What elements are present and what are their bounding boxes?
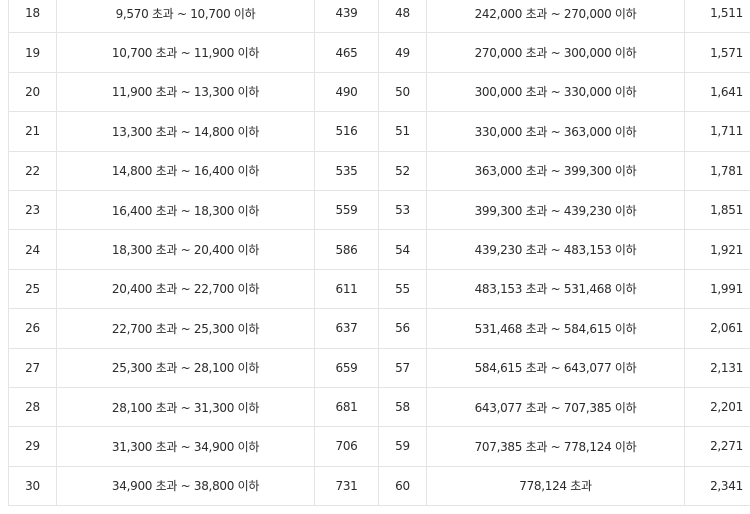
income-range-cell-right: 584,615 초과 ~ 643,077 이하: [426, 347, 685, 388]
table-row: 22 14,800 초과 ~ 16,400 이하 535 52 363,000 초과 ~…: [8, 150, 750, 191]
amount-cell-right: 2,201: [684, 386, 750, 428]
income-range-cell-right: 399,300 초과 ~ 439,230 이하: [426, 189, 685, 231]
grade-cell-left: 23: [8, 189, 57, 231]
grade-cell-right: 49: [378, 32, 427, 73]
table-row: 21 13,300 초과 ~ 14,800 이하 516 51 330,000 초과 ~…: [8, 111, 750, 152]
table-row: 26 22,700 초과 ~ 25,300 이하 637 56 531,468 초과 ~…: [8, 308, 750, 349]
income-range-cell-left: 9,570 초과 ~ 10,700 이하: [56, 0, 315, 34]
amount-cell-right: 1,781: [684, 150, 750, 191]
table-row: 19 10,700 초과 ~ 11,900 이하 465 49 270,000 초과 ~…: [8, 32, 750, 73]
income-range-cell-left: 28,100 초과 ~ 31,300 이하: [56, 386, 315, 428]
income-range-cell-left: 10,700 초과 ~ 11,900 이하: [56, 32, 315, 73]
grade-cell-right: 59: [378, 426, 427, 467]
grade-cell-right: 51: [378, 111, 427, 152]
income-range-cell-right: 778,124 초과: [426, 465, 685, 507]
table-row: 28 28,100 초과 ~ 31,300 이하 681 58 643,077 초과 ~…: [8, 386, 750, 428]
amount-cell-right: 1,921: [684, 229, 750, 270]
income-range-cell-right: 439,230 초과 ~ 483,153 이하: [426, 229, 685, 270]
grade-cell-left: 19: [8, 32, 57, 73]
amount-cell-left: 439: [314, 0, 379, 34]
table-body: 18 9,570 초과 ~ 10,700 이하 439 48 242,000 초과 ~ …: [8, 0, 750, 507]
income-range-cell-left: 20,400 초과 ~ 22,700 이하: [56, 268, 315, 310]
income-range-cell-right: 707,385 초과 ~ 778,124 이하: [426, 426, 685, 467]
grade-cell-right: 54: [378, 229, 427, 270]
income-range-cell-right: 270,000 초과 ~ 300,000 이하: [426, 32, 685, 73]
income-range-cell-right: 330,000 초과 ~ 363,000 이하: [426, 111, 685, 152]
amount-cell-left: 490: [314, 71, 379, 113]
income-range-cell-left: 11,900 초과 ~ 13,300 이하: [56, 71, 315, 113]
income-range-cell-right: 363,000 초과 ~ 399,300 이하: [426, 150, 685, 191]
amount-cell-left: 659: [314, 347, 379, 388]
table-row: 23 16,400 초과 ~ 18,300 이하 559 53 399,300 초과 ~…: [8, 189, 750, 231]
grade-cell-right: 58: [378, 386, 427, 428]
income-range-cell-right: 300,000 초과 ~ 330,000 이하: [426, 71, 685, 113]
table-row: 20 11,900 초과 ~ 13,300 이하 490 50 300,000 초과 ~…: [8, 71, 750, 113]
income-range-cell-left: 34,900 초과 ~ 38,800 이하: [56, 465, 315, 507]
amount-cell-right: 1,571: [684, 32, 750, 73]
amount-cell-right: 2,341: [684, 465, 750, 507]
amount-cell-left: 559: [314, 189, 379, 231]
grade-cell-right: 55: [378, 268, 427, 310]
income-range-cell-right: 643,077 초과 ~ 707,385 이하: [426, 386, 685, 428]
table-row: 24 18,300 초과 ~ 20,400 이하 586 54 439,230 초과 ~…: [8, 229, 750, 270]
income-range-cell-left: 22,700 초과 ~ 25,300 이하: [56, 308, 315, 349]
income-range-cell-left: 13,300 초과 ~ 14,800 이하: [56, 111, 315, 152]
amount-cell-right: 2,061: [684, 308, 750, 349]
income-range-cell-left: 25,300 초과 ~ 28,100 이하: [56, 347, 315, 388]
amount-cell-left: 681: [314, 386, 379, 428]
grade-cell-left: 24: [8, 229, 57, 270]
amount-cell-right: 1,641: [684, 71, 750, 113]
grade-cell-left: 26: [8, 308, 57, 349]
income-range-cell-left: 18,300 초과 ~ 20,400 이하: [56, 229, 315, 270]
amount-cell-left: 637: [314, 308, 379, 349]
amount-cell-left: 731: [314, 465, 379, 507]
amount-cell-left: 706: [314, 426, 379, 467]
amount-cell-left: 611: [314, 268, 379, 310]
amount-cell-left: 586: [314, 229, 379, 270]
table-row: 27 25,300 초과 ~ 28,100 이하 659 57 584,615 초과 ~…: [8, 347, 750, 388]
income-range-cell-left: 31,300 초과 ~ 34,900 이하: [56, 426, 315, 467]
grade-cell-left: 18: [8, 0, 57, 34]
grade-cell-right: 50: [378, 71, 427, 113]
grade-cell-right: 60: [378, 465, 427, 507]
grade-cell-right: 57: [378, 347, 427, 388]
amount-cell-right: 1,711: [684, 111, 750, 152]
amount-cell-left: 516: [314, 111, 379, 152]
grade-cell-left: 21: [8, 111, 57, 152]
income-range-cell-right: 242,000 초과 ~ 270,000 이하: [426, 0, 685, 34]
income-range-cell-left: 14,800 초과 ~ 16,400 이하: [56, 150, 315, 191]
amount-cell-right: 2,271: [684, 426, 750, 467]
amount-cell-right: 2,131: [684, 347, 750, 388]
grade-cell-left: 20: [8, 71, 57, 113]
table-row: 30 34,900 초과 ~ 38,800 이하 731 60 778,124 초과 2,…: [8, 465, 750, 507]
table-row: 25 20,400 초과 ~ 22,700 이하 611 55 483,153 초과 ~…: [8, 268, 750, 310]
grade-cell-right: 53: [378, 189, 427, 231]
income-range-cell-right: 531,468 초과 ~ 584,615 이하: [426, 308, 685, 349]
grade-cell-left: 25: [8, 268, 57, 310]
grade-cell-left: 22: [8, 150, 57, 191]
grade-cell-right: 56: [378, 308, 427, 349]
amount-cell-left: 465: [314, 32, 379, 73]
income-range-cell-right: 483,153 초과 ~ 531,468 이하: [426, 268, 685, 310]
grade-cell-left: 29: [8, 426, 57, 467]
amount-cell-left: 535: [314, 150, 379, 191]
grade-cell-left: 28: [8, 386, 57, 428]
amount-cell-right: 1,991: [684, 268, 750, 310]
grade-cell-left: 27: [8, 347, 57, 388]
grade-table: 18 9,570 초과 ~ 10,700 이하 439 48 242,000 초과 ~ …: [8, 0, 750, 507]
grade-cell-right: 48: [378, 0, 427, 34]
grade-cell-right: 52: [378, 150, 427, 191]
amount-cell-right: 1,511: [684, 0, 750, 34]
amount-cell-right: 1,851: [684, 189, 750, 231]
income-range-cell-left: 16,400 초과 ~ 18,300 이하: [56, 189, 315, 231]
table-row: 18 9,570 초과 ~ 10,700 이하 439 48 242,000 초과 ~ …: [8, 0, 750, 34]
grade-cell-left: 30: [8, 465, 57, 507]
table-row: 29 31,300 초과 ~ 34,900 이하 706 59 707,385 초과 ~…: [8, 426, 750, 467]
